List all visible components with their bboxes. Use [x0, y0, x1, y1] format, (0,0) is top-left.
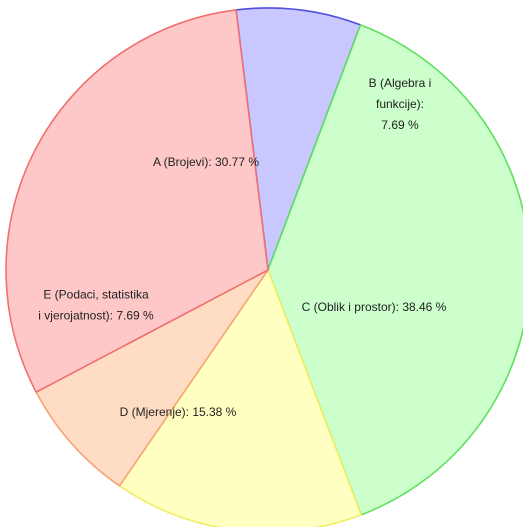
pie-labels: B (Algebra i funkcije): 7.69 % C (Oblik i p…	[38, 76, 446, 419]
slice-label-line: D (Mjerenje): 15.38 %	[120, 405, 237, 419]
slice-label-line: i vjerojatnost): 7.69 %	[38, 309, 154, 323]
slice-label-line: funkcije):	[376, 97, 424, 111]
slice-label-line: 7.69 %	[381, 118, 419, 132]
pie-slices	[5, 7, 523, 527]
pie-slice-a	[5, 9, 269, 393]
slice-label-a: A (Brojevi): 30.77 %	[153, 155, 259, 169]
pie-slice-b	[235, 7, 362, 271]
slice-label-b: B (Algebra i funkcije): 7.69 %	[369, 76, 432, 132]
slice-label-line: C (Oblik i prostor): 38.46 %	[302, 300, 447, 314]
pie-slice-d	[118, 269, 363, 527]
pie-slice-c	[267, 24, 523, 516]
slice-label-line: A (Brojevi): 30.77 %	[153, 155, 259, 169]
slice-label-c: C (Oblik i prostor): 38.46 %	[302, 300, 447, 314]
slice-label-d: D (Mjerenje): 15.38 %	[120, 405, 237, 419]
slice-label-e: E (Podaci, statistika i vjerojatnost): 7.…	[38, 288, 154, 323]
pie-slice-e	[35, 269, 269, 487]
slice-label-line: B (Algebra i	[369, 76, 432, 90]
slice-label-line: E (Podaci, statistika	[43, 288, 149, 302]
